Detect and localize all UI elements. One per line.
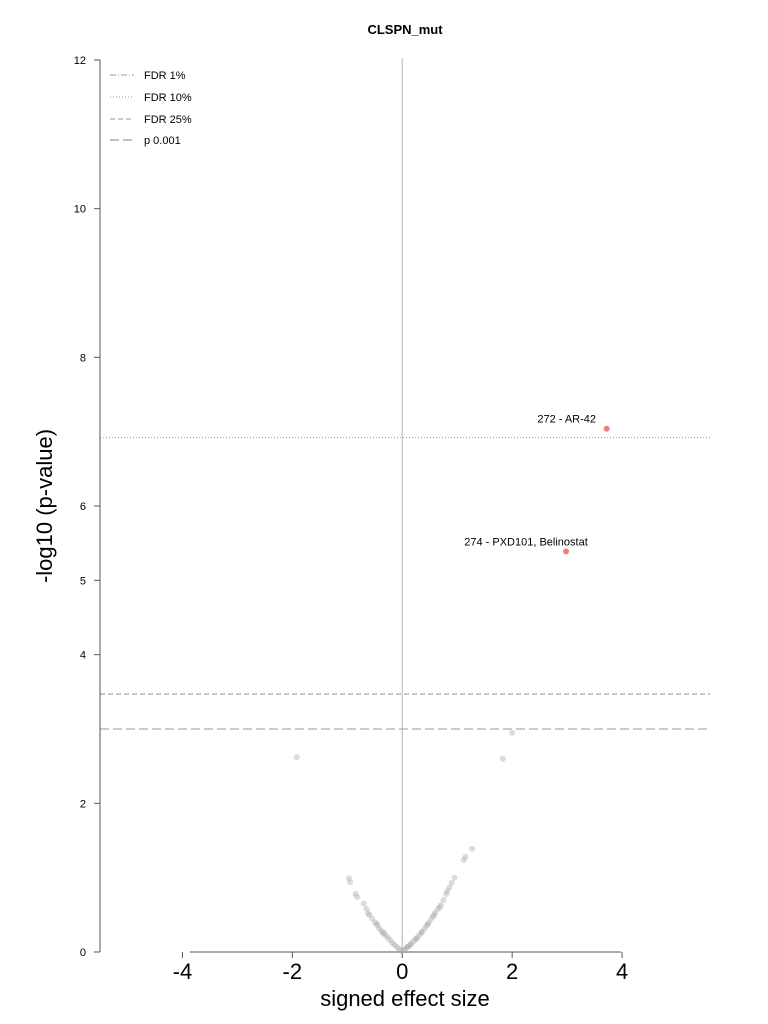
data-point-16 — [376, 925, 383, 932]
data-point-22 — [389, 940, 396, 947]
data-point-57 — [373, 920, 380, 927]
y-tick-label-5: 8 — [80, 352, 86, 364]
data-point-11 — [363, 905, 370, 912]
data-point-43 — [434, 905, 441, 912]
data-point-18 — [380, 930, 387, 937]
y-tick-label-4: 6 — [80, 501, 86, 513]
data-point-37 — [421, 925, 428, 932]
data-point-26 — [398, 947, 405, 954]
data-point-55 — [413, 935, 420, 942]
y-tick-label-1: 2 — [80, 798, 86, 810]
data-point-28 — [402, 946, 408, 953]
data-point-4 — [462, 853, 469, 860]
y-tick-label-7: 12 — [74, 55, 86, 67]
data-point-42 — [432, 909, 439, 916]
plot-area: 0 2 4 5 6 8 10 12 -4 -2 0 2 4 272 - AR-42 274 - PXD101… — [74, 55, 710, 984]
significant-point-label-0: 272 - AR-42 — [537, 414, 596, 426]
data-point-24 — [393, 943, 400, 950]
legend-label-fdr-10: FDR 10% — [144, 92, 192, 104]
data-point-41 — [430, 913, 437, 920]
data-point-54 — [407, 941, 414, 948]
data-point-27 — [400, 947, 407, 954]
data-point-7 — [347, 879, 354, 886]
legend: FDR 1% FDR 10% FDR 25% p 0.001 — [110, 70, 192, 147]
data-point-13 — [369, 915, 376, 922]
data-point-1 — [499, 755, 506, 762]
data-point-44 — [437, 902, 444, 909]
data-point-59 — [404, 943, 411, 950]
data-point-52 — [431, 911, 438, 918]
data-point-25 — [395, 946, 402, 953]
data-point-21 — [387, 937, 394, 944]
data-point-14 — [371, 919, 378, 926]
data-point-20 — [384, 934, 391, 941]
data-point-33 — [412, 936, 419, 943]
data-point-51 — [424, 921, 431, 928]
y-tick-label-6: 10 — [74, 204, 86, 216]
data-point-29 — [403, 944, 410, 951]
data-point-30 — [405, 943, 412, 950]
y-tick-label-0: 0 — [80, 947, 86, 959]
x-axis-label: signed effect size — [320, 986, 490, 1011]
data-point-15 — [374, 922, 381, 929]
data-point-19 — [382, 932, 389, 939]
x-tick-label-2: 0 — [396, 959, 408, 984]
y-tick-label-2: 4 — [80, 650, 86, 662]
significant-point-1 — [563, 548, 570, 555]
data-point-58 — [365, 910, 372, 917]
data-point-60 — [418, 929, 425, 936]
legend-label-fdr-1: FDR 1% — [144, 70, 186, 82]
data-point-53 — [436, 904, 443, 911]
data-point-6 — [345, 875, 352, 882]
data-point-48 — [446, 884, 453, 891]
legend-label-p-0001: p 0.001 — [144, 135, 181, 147]
data-point-12 — [366, 911, 373, 918]
data-point-32 — [410, 938, 417, 945]
data-point-8 — [352, 891, 359, 898]
y-axis-label: -log10 (p-value) — [32, 429, 57, 583]
x-tick-label-0: -4 — [173, 959, 193, 984]
data-point-0 — [293, 754, 300, 761]
significant-point-0 — [603, 425, 610, 432]
data-point-56 — [381, 929, 388, 936]
data-point-49 — [448, 879, 455, 886]
significant-point-label-1: 274 - PXD101, Belinostat — [464, 536, 588, 548]
data-point-31 — [408, 940, 415, 947]
chart-title: CLSPN_mut — [367, 22, 443, 37]
data-point-50 — [451, 874, 458, 881]
data-point-23 — [391, 941, 398, 948]
data-point-45 — [440, 896, 447, 903]
data-point-39 — [425, 920, 432, 927]
data-point-38 — [423, 922, 430, 929]
x-tick-label-4: 4 — [616, 959, 628, 984]
data-point-40 — [427, 916, 434, 923]
data-point-2 — [509, 729, 516, 736]
data-point-10 — [360, 900, 367, 907]
x-tick-label-1: -2 — [283, 959, 303, 984]
data-point-9 — [354, 893, 361, 900]
data-point-17 — [378, 928, 385, 935]
data-point-46 — [443, 891, 450, 898]
data-point-35 — [416, 931, 423, 938]
data-point-34 — [414, 934, 421, 941]
x-tick-label-3: 2 — [506, 959, 518, 984]
data-point-3 — [469, 845, 476, 852]
data-point-47 — [444, 888, 451, 895]
data-point-5 — [460, 856, 467, 863]
data-point-36 — [419, 928, 426, 935]
y-tick-label-3: 5 — [80, 575, 86, 587]
legend-label-fdr-25: FDR 25% — [144, 114, 192, 126]
